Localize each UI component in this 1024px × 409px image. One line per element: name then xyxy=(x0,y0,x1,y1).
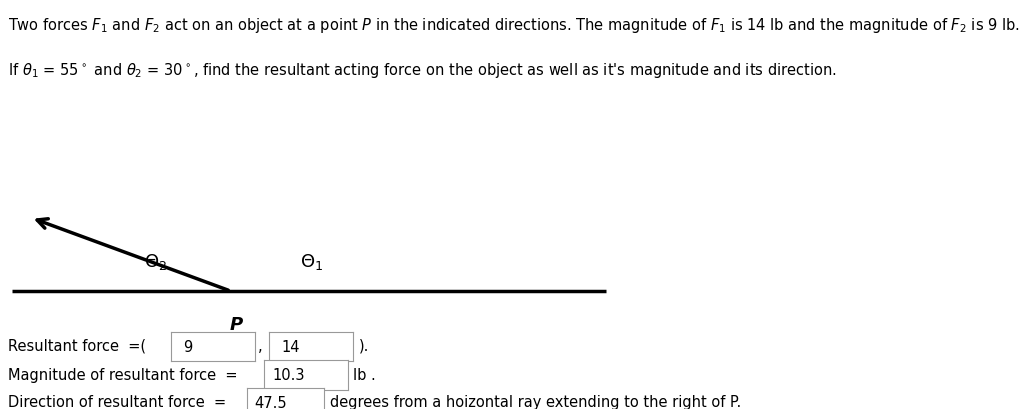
Text: If $\theta_1$ = 55$^\circ$ and $\theta_2$ = 30$^\circ$, find the resultant actin: If $\theta_1$ = 55$^\circ$ and $\theta_2… xyxy=(8,61,837,80)
Text: 14: 14 xyxy=(282,339,300,354)
Text: ).: ). xyxy=(358,338,369,353)
Text: Direction of resultant force  =: Direction of resultant force = xyxy=(8,394,226,409)
Text: Magnitude of resultant force  =: Magnitude of resultant force = xyxy=(8,367,238,382)
Text: $\Theta_2$: $\Theta_2$ xyxy=(144,252,167,271)
Text: Resultant force  =(: Resultant force =( xyxy=(8,338,146,353)
Text: $\Theta_1$: $\Theta_1$ xyxy=(300,252,324,271)
Text: P: P xyxy=(230,315,244,333)
Text: ,: , xyxy=(258,338,263,353)
Text: lb .: lb . xyxy=(353,367,376,382)
Text: 47.5: 47.5 xyxy=(254,395,287,409)
Text: degrees from a hoizontal ray extending to the right of P.: degrees from a hoizontal ray extending t… xyxy=(330,394,741,409)
Text: 9: 9 xyxy=(183,339,193,354)
Text: Two forces $\mathit{F}_1$ and $\mathit{F}_2$ act on an object at a point $\mathi: Two forces $\mathit{F}_1$ and $\mathit{F… xyxy=(8,16,1020,35)
Text: 10.3: 10.3 xyxy=(272,368,305,382)
